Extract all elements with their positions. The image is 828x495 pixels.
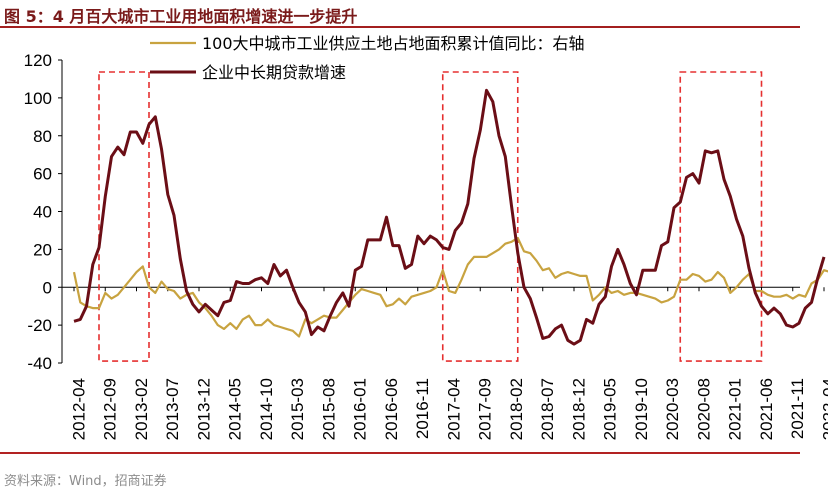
y-tick-label: 120 (24, 51, 52, 70)
legend-label: 企业中长期贷款增速 (202, 63, 346, 82)
y-tick-label: 80 (33, 127, 52, 146)
x-tick-label: 2018-12 (569, 378, 588, 440)
x-tick-label: 2019-05 (601, 378, 620, 440)
x-tick-label: 2017-09 (476, 378, 495, 440)
footer-divider (0, 452, 800, 454)
x-tick-label: 2021-01 (726, 378, 745, 440)
x-tick-label: 2013-07 (163, 378, 182, 440)
line-chart: -40 -20 0 20 40 60 80 100 120 2012-04 2012-09 2013-… (24, 34, 828, 440)
x-tick-label: 2013-02 (132, 378, 151, 440)
x-tick-label: 2016-11 (413, 378, 432, 439)
highlight-box (98, 71, 150, 362)
x-tick-label: 2021-06 (757, 378, 776, 440)
x-tick-label: 2015-03 (288, 378, 307, 440)
x-tick-label: 2017-04 (444, 378, 463, 440)
highlight-boxes (98, 71, 763, 362)
x-tick-label: 2022-04 (819, 378, 828, 440)
x-tick-label: 2021-11 (788, 378, 807, 439)
y-tick-label: -40 (27, 354, 52, 373)
x-tick-label: 2016-01 (351, 378, 370, 440)
x-tick-label: 2015-08 (319, 378, 338, 440)
source-note: 资料来源：Wind，招商证券 (4, 474, 167, 489)
series-lines (72, 88, 828, 346)
y-tick-label: 0 (43, 278, 52, 297)
y-tick-label: 20 (33, 240, 52, 259)
x-tick-label: 2020-08 (694, 378, 713, 440)
highlight-box (679, 71, 763, 362)
x-tick-label: 2016-06 (382, 378, 401, 440)
x-tick-label: 2019-10 (632, 378, 651, 440)
figure-title: 图 5：4 月百大城市工业用地面积增速进一步提升 (4, 7, 358, 26)
y-tick-label: 100 (24, 89, 52, 108)
y-tick-label: 40 (33, 203, 52, 222)
series-line-land-supply (72, 236, 828, 338)
x-tick-label: 2014-10 (257, 378, 276, 440)
x-tick-label: 2020-03 (663, 378, 682, 440)
series-line-medium-long-loans (73, 88, 826, 346)
y-tick-label: 60 (33, 165, 52, 184)
legend-label: 100大中城市工业供应土地占地面积累计值同比：右轴 (202, 34, 585, 53)
y-tick-label: -20 (27, 316, 52, 335)
title-divider (0, 26, 800, 28)
axes: -40 -20 0 20 40 60 80 100 120 2012-04 2012-09 2013-… (24, 51, 828, 440)
title-bar: 图 5：4 月百大城市工业用地面积增速进一步提升 (0, 0, 828, 26)
x-tick-label: 2013-12 (194, 378, 213, 440)
highlight-box (441, 71, 519, 362)
x-tick-label: 2014-05 (226, 378, 245, 440)
x-tick-label: 2012-09 (101, 378, 120, 440)
x-tick-label: 2012-04 (69, 378, 88, 440)
x-tick-label: 2018-07 (538, 378, 557, 440)
x-tick-label: 2018-02 (507, 378, 526, 440)
